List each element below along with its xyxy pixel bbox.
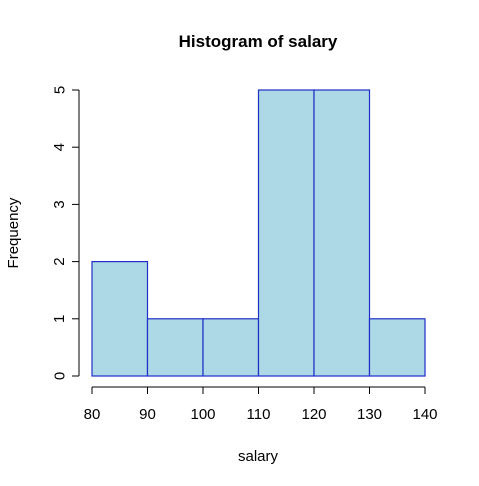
y-tick-label: 5 [51, 86, 68, 94]
histogram-bar-110-120 [257, 89, 315, 377]
histogram-bar-90-100 [146, 318, 204, 377]
x-axis: 80 90 100 110 120 130 140 [84, 386, 438, 423]
x-tick-label: 110 [247, 406, 271, 423]
x-tick-label: 140 [412, 406, 437, 423]
x-tick-label: 130 [357, 406, 382, 423]
y-tick-label: 1 [51, 315, 68, 323]
x-tick-label: 120 [301, 406, 326, 423]
y-tick-label: 3 [51, 200, 68, 208]
y-axis: 0 1 2 3 4 5 [51, 86, 80, 380]
x-tick-label: 100 [190, 406, 215, 423]
x-tick-label: 90 [139, 406, 156, 423]
y-tick-label: 0 [51, 372, 68, 380]
chart-title: Histogram of salary [179, 32, 338, 51]
histogram-bar-130-140 [368, 318, 426, 377]
histogram-bar-120-130 [313, 89, 371, 377]
y-tick-label: 4 [51, 143, 68, 151]
x-tick-label: 80 [84, 406, 101, 423]
histogram-bar-80-90 [91, 261, 149, 377]
y-tick-label: 2 [51, 257, 68, 265]
bars-group [91, 89, 426, 377]
histogram-bar-100-110 [202, 318, 260, 377]
x-axis-label: salary [238, 448, 279, 465]
y-axis-label: Frequency [5, 197, 22, 268]
